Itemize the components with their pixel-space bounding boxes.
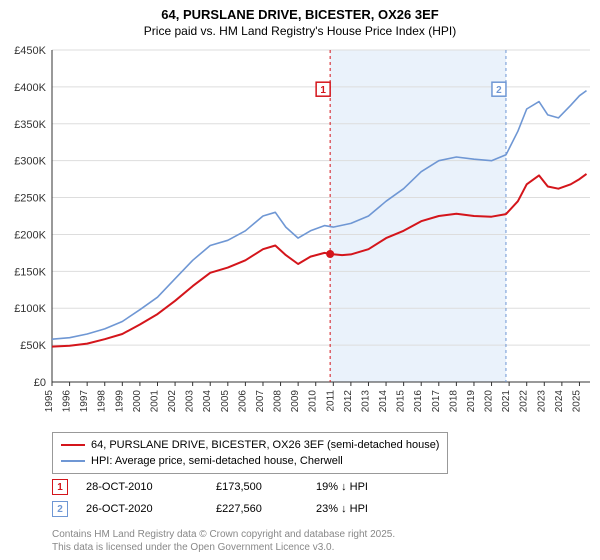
sale-row: 2 26-OCT-2020£227,56023% ↓ HPI [52, 498, 436, 520]
svg-text:2025: 2025 [571, 390, 582, 413]
legend-swatch [61, 460, 85, 462]
sale-price: £227,560 [216, 503, 316, 515]
svg-text:1998: 1998 [97, 390, 108, 413]
svg-text:£150K: £150K [14, 266, 46, 278]
sale-marker-icon: 2 [52, 501, 68, 517]
sale-delta: 19% ↓ HPI [316, 481, 436, 493]
svg-text:2008: 2008 [273, 390, 284, 413]
svg-text:£0: £0 [34, 377, 46, 389]
legend-label: 64, PURSLANE DRIVE, BICESTER, OX26 3EF (… [91, 439, 439, 451]
svg-text:2004: 2004 [202, 390, 213, 413]
sale-price: £173,500 [216, 481, 316, 493]
svg-text:2016: 2016 [413, 390, 424, 413]
legend-item: 64, PURSLANE DRIVE, BICESTER, OX26 3EF (… [61, 437, 439, 453]
svg-text:2001: 2001 [149, 390, 160, 413]
svg-text:£350K: £350K [14, 119, 46, 131]
svg-text:2017: 2017 [431, 390, 442, 413]
svg-text:£300K: £300K [14, 156, 46, 168]
chart-title: 64, PURSLANE DRIVE, BICESTER, OX26 3EF [0, 0, 600, 24]
legend-item: HPI: Average price, semi-detached house,… [61, 453, 439, 469]
svg-text:2000: 2000 [132, 390, 143, 413]
svg-text:£100K: £100K [14, 303, 46, 315]
svg-text:2009: 2009 [290, 390, 301, 413]
svg-text:2010: 2010 [308, 390, 319, 413]
svg-text:2: 2 [496, 85, 502, 96]
svg-text:2003: 2003 [185, 390, 196, 413]
svg-text:1996: 1996 [62, 390, 73, 413]
svg-text:2022: 2022 [519, 390, 530, 413]
sale-delta: 23% ↓ HPI [316, 503, 436, 515]
svg-text:£250K: £250K [14, 193, 46, 205]
footer-line1: Contains HM Land Registry data © Crown c… [52, 528, 395, 541]
sales-table: 1 28-OCT-2010£173,50019% ↓ HPI 2 26-OCT-202… [52, 476, 436, 520]
svg-text:2021: 2021 [501, 390, 512, 413]
svg-text:2007: 2007 [255, 390, 266, 413]
svg-text:2012: 2012 [343, 390, 354, 413]
chart-plot: £0 £50K £100K £150K £200K £250K £300K £350K £400… [0, 42, 600, 422]
legend-label: HPI: Average price, semi-detached house,… [91, 455, 343, 467]
chart-container: 64, PURSLANE DRIVE, BICESTER, OX26 3EF P… [0, 0, 600, 560]
svg-text:2023: 2023 [536, 390, 547, 413]
svg-text:£450K: £450K [14, 45, 46, 57]
legend-swatch [61, 444, 85, 446]
svg-text:£50K: £50K [20, 340, 46, 352]
svg-text:2019: 2019 [466, 390, 477, 413]
sale-marker-icon: 1 [52, 479, 68, 495]
svg-text:2005: 2005 [220, 390, 231, 413]
footer-line2: This data is licensed under the Open Gov… [52, 541, 395, 554]
chart-subtitle: Price paid vs. HM Land Registry's House … [0, 24, 600, 42]
svg-text:1995: 1995 [44, 390, 55, 413]
legend: 64, PURSLANE DRIVE, BICESTER, OX26 3EF (… [52, 432, 448, 474]
svg-text:2015: 2015 [396, 390, 407, 413]
svg-text:2020: 2020 [484, 390, 495, 413]
svg-text:1: 1 [320, 85, 326, 96]
svg-text:2024: 2024 [554, 390, 565, 413]
svg-text:2002: 2002 [167, 390, 178, 413]
svg-text:1997: 1997 [79, 390, 90, 413]
sale-date: 26-OCT-2020 [86, 503, 216, 515]
footer-attribution: Contains HM Land Registry data © Crown c… [52, 528, 395, 554]
svg-text:2014: 2014 [378, 390, 389, 413]
svg-text:1999: 1999 [114, 390, 125, 413]
sale-row: 1 28-OCT-2010£173,50019% ↓ HPI [52, 476, 436, 498]
svg-text:2011: 2011 [325, 390, 336, 412]
sale-date: 28-OCT-2010 [86, 481, 216, 493]
svg-text:2013: 2013 [360, 390, 371, 413]
svg-text:£400K: £400K [14, 82, 46, 94]
svg-text:2006: 2006 [237, 390, 248, 413]
svg-text:2018: 2018 [448, 390, 459, 413]
svg-text:£200K: £200K [14, 229, 46, 241]
